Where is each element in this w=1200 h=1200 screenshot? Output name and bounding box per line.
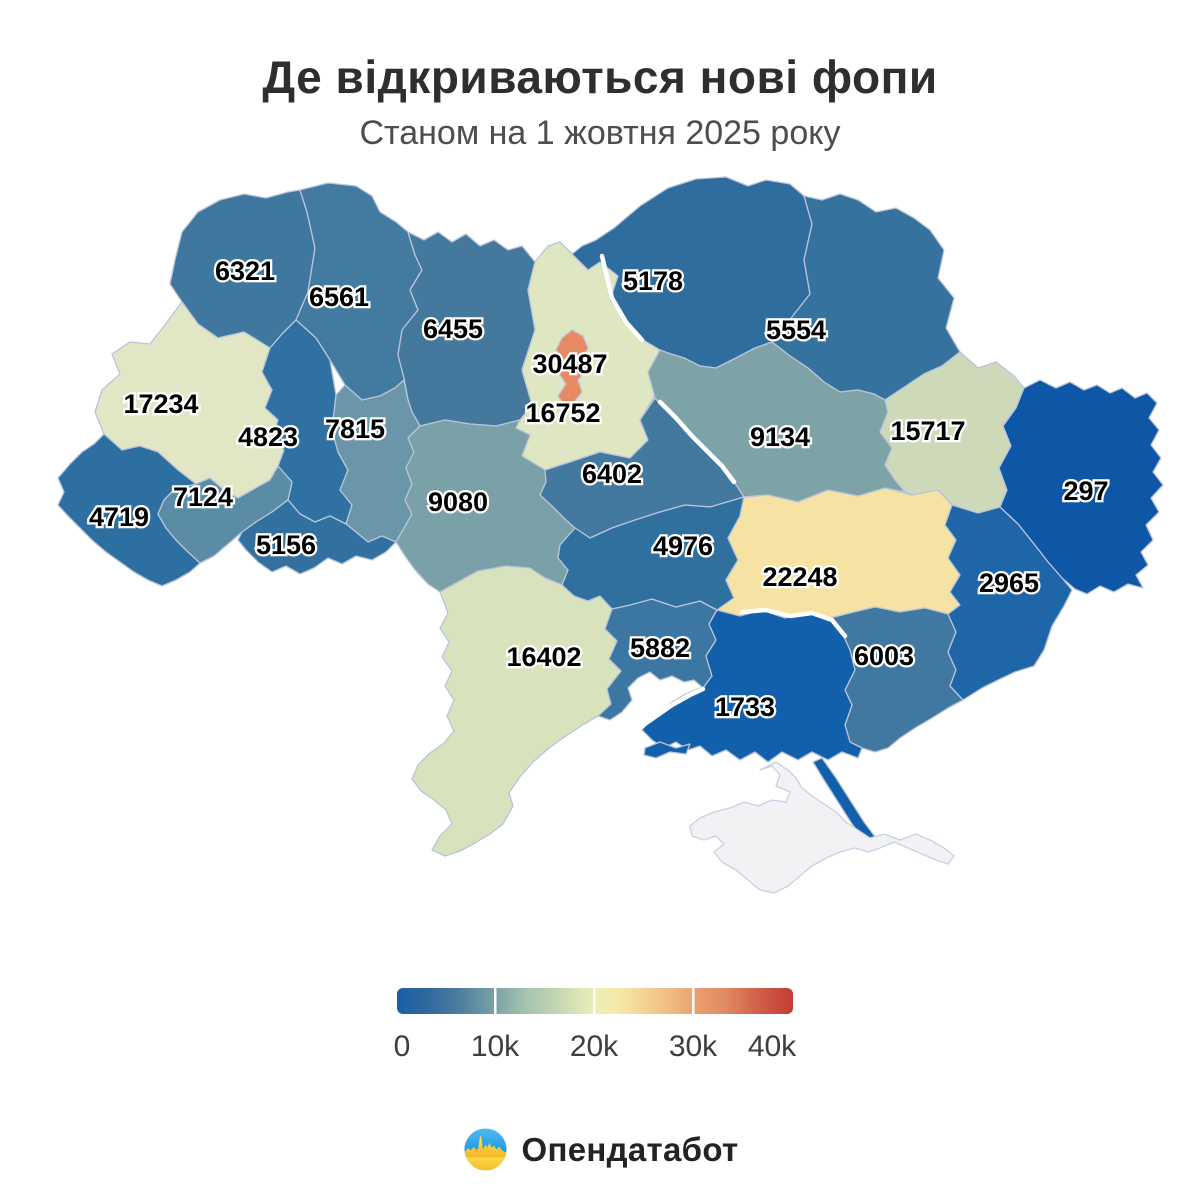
value-label-sumy: 5554 — [766, 315, 826, 345]
value-label-vinnytsia: 9080 — [428, 487, 488, 517]
value-label-cherkasy: 6402 — [582, 459, 642, 489]
logo-sky — [463, 1128, 507, 1153]
value-label-lviv: 17234 — [123, 389, 198, 419]
logo-skyline-icon — [463, 1135, 507, 1158]
dnipro-delta-river — [629, 686, 706, 736]
value-label-volyn: 6321 — [215, 256, 275, 286]
value-label-zakarpattia: 4719 — [89, 502, 149, 532]
legend-tick-30k: 30k — [668, 1030, 718, 1063]
value-label-zaporizhzhia: 6003 — [854, 641, 914, 671]
map-rivers — [599, 253, 848, 736]
opendatabot-logo[interactable]: Опендатабот — [0, 1126, 1200, 1173]
legend-tick-labels: 0 10k 20k 30k 40k — [0, 1030, 1200, 1070]
colorbar-separator-10k — [494, 988, 497, 1014]
value-label-kherson: 1733 — [715, 692, 775, 722]
value-label-kirovohrad: 4976 — [653, 531, 713, 561]
kyiv-reservoir-river — [599, 253, 645, 343]
region-odesa[interactable] — [411, 565, 622, 857]
value-label-kyiv-city: 30487 — [532, 349, 607, 379]
page-title: Де відкриваються нові фопи — [262, 51, 938, 103]
region-kherson-kinburn-spit[interactable] — [643, 741, 691, 759]
region-kherson[interactable] — [641, 609, 863, 763]
region-crimea[interactable] — [689, 761, 955, 894]
value-label-odesa: 16402 — [506, 642, 581, 672]
map-regions — [57, 176, 1164, 894]
value-label-kharkiv: 15717 — [890, 416, 965, 446]
value-label-mykolaiv: 5882 — [630, 633, 690, 663]
value-label-donetsk: 2965 — [979, 568, 1039, 598]
region-donetsk[interactable] — [944, 504, 1073, 701]
colorbar — [397, 988, 793, 1014]
value-label-ternopil: 4823 — [238, 422, 298, 452]
value-label-chernivtsi: 5156 — [256, 530, 316, 560]
value-label-ivano-frankivsk: 7124 — [173, 482, 233, 512]
region-dnipro[interactable] — [716, 487, 961, 619]
color-legend — [397, 988, 793, 1014]
value-label-zhytomyr: 6455 — [423, 314, 483, 344]
opendatabot-icon — [463, 1128, 507, 1171]
colorbar-separator-30k — [692, 988, 695, 1014]
legend-tick-40k: 40k — [747, 1030, 797, 1063]
region-kyiv-city[interactable] — [555, 329, 589, 407]
region-chernivtsi[interactable] — [237, 499, 397, 575]
value-label-kyiv-oblast: 16752 — [525, 398, 600, 428]
value-label-luhansk: 297 — [1063, 476, 1108, 506]
legend-tick-20k: 20k — [569, 1030, 619, 1063]
kremenchuk-reservoir-river — [657, 399, 737, 485]
map-value-labels: 6321 6561 6455 16752 30487 5178 5554 172… — [87, 254, 1111, 725]
value-label-chernihiv: 5178 — [623, 266, 683, 296]
value-label-poltava: 9134 — [750, 422, 810, 452]
legend-tick-0: 0 — [393, 1030, 411, 1063]
logo-text: Опендатабот — [521, 1130, 739, 1168]
value-label-dnipro: 22248 — [762, 562, 837, 592]
value-label-rivne: 6561 — [309, 282, 369, 312]
legend-tick-10k: 10k — [470, 1030, 520, 1063]
page-subtitle: Станом на 1 жовтня 2025 року — [359, 114, 841, 152]
value-label-khmelnytskyi: 7815 — [325, 414, 385, 444]
colorbar-separator-20k — [593, 988, 596, 1014]
kakhovka-reservoir-river — [739, 607, 848, 639]
